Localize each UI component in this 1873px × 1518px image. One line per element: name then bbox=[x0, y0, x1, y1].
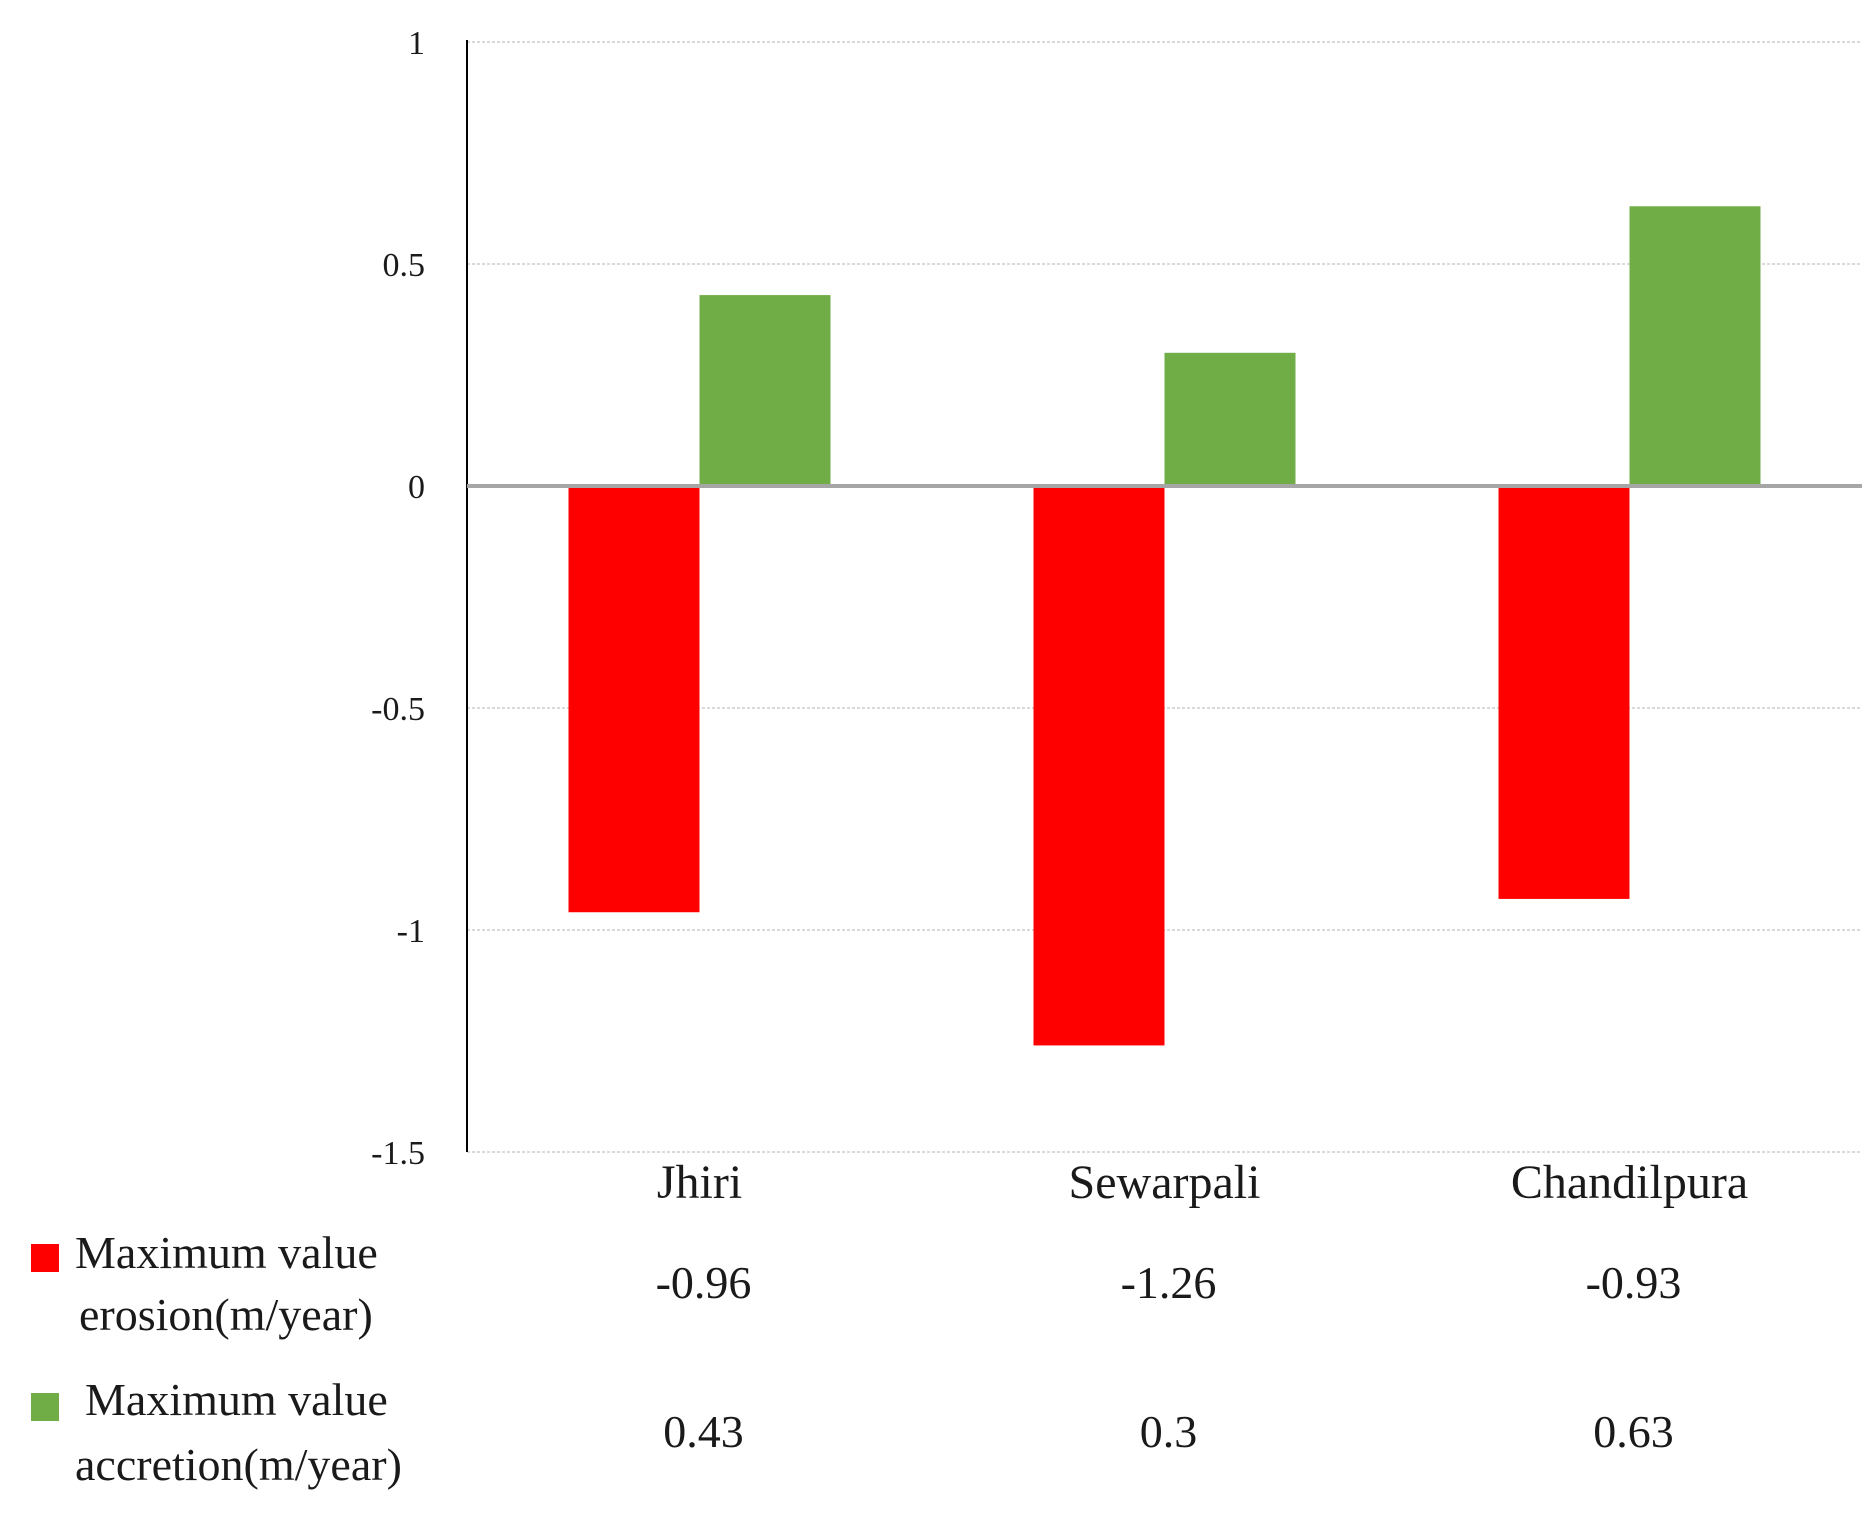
category-label-jhiri: Jhiri bbox=[657, 1156, 742, 1209]
bar-accretion-jhiri bbox=[699, 295, 831, 486]
legend-swatch-erosion bbox=[31, 1244, 59, 1272]
bar-erosion-jhiri bbox=[568, 486, 700, 913]
legend-label-accretion: Maximum value bbox=[85, 1374, 388, 1425]
table-value-erosion-sewarpali: -1.26 bbox=[1121, 1257, 1217, 1308]
legend-label-accretion: accretion(m/year) bbox=[75, 1439, 402, 1490]
bar-accretion-sewarpali bbox=[1164, 352, 1296, 486]
legend-label-erosion: erosion(m/year) bbox=[79, 1289, 373, 1340]
category-label-chandilpura: Chandilpura bbox=[1511, 1156, 1748, 1209]
y-tick-label: 1 bbox=[408, 25, 425, 62]
legend-label-erosion: Maximum value bbox=[75, 1227, 378, 1278]
bar-erosion-chandilpura bbox=[1498, 486, 1630, 899]
axes bbox=[466, 40, 1862, 1152]
table-value-erosion-chandilpura: -0.93 bbox=[1586, 1257, 1682, 1308]
y-tick-labels: 1 0.5 0 -0.5 -1 -1.5 bbox=[371, 25, 425, 1172]
y-tick-label: -1.5 bbox=[371, 1135, 425, 1172]
table-value-erosion-jhiri: -0.96 bbox=[656, 1257, 752, 1308]
table-value-accretion-chandilpura: 0.63 bbox=[1593, 1406, 1674, 1457]
table-value-accretion-sewarpali: 0.3 bbox=[1140, 1406, 1198, 1457]
table-value-accretion-jhiri: 0.43 bbox=[663, 1406, 744, 1457]
bars bbox=[568, 206, 1761, 1046]
y-tick-label: -1 bbox=[397, 913, 425, 950]
legend-swatch-accretion bbox=[31, 1393, 59, 1421]
category-labels: Jhiri Sewarpali Chandilpura bbox=[657, 1156, 1748, 1209]
bar-erosion-sewarpali bbox=[1033, 486, 1165, 1046]
y-tick-label: 0 bbox=[408, 469, 425, 506]
y-tick-label: 0.5 bbox=[383, 247, 426, 284]
y-tick-label: -0.5 bbox=[371, 691, 425, 728]
category-label-sewarpali: Sewarpali bbox=[1069, 1156, 1261, 1209]
bar-accretion-chandilpura bbox=[1629, 206, 1761, 486]
data-table: Maximum value erosion(m/year) -0.96 -1.26 -0… bbox=[31, 1227, 1681, 1490]
